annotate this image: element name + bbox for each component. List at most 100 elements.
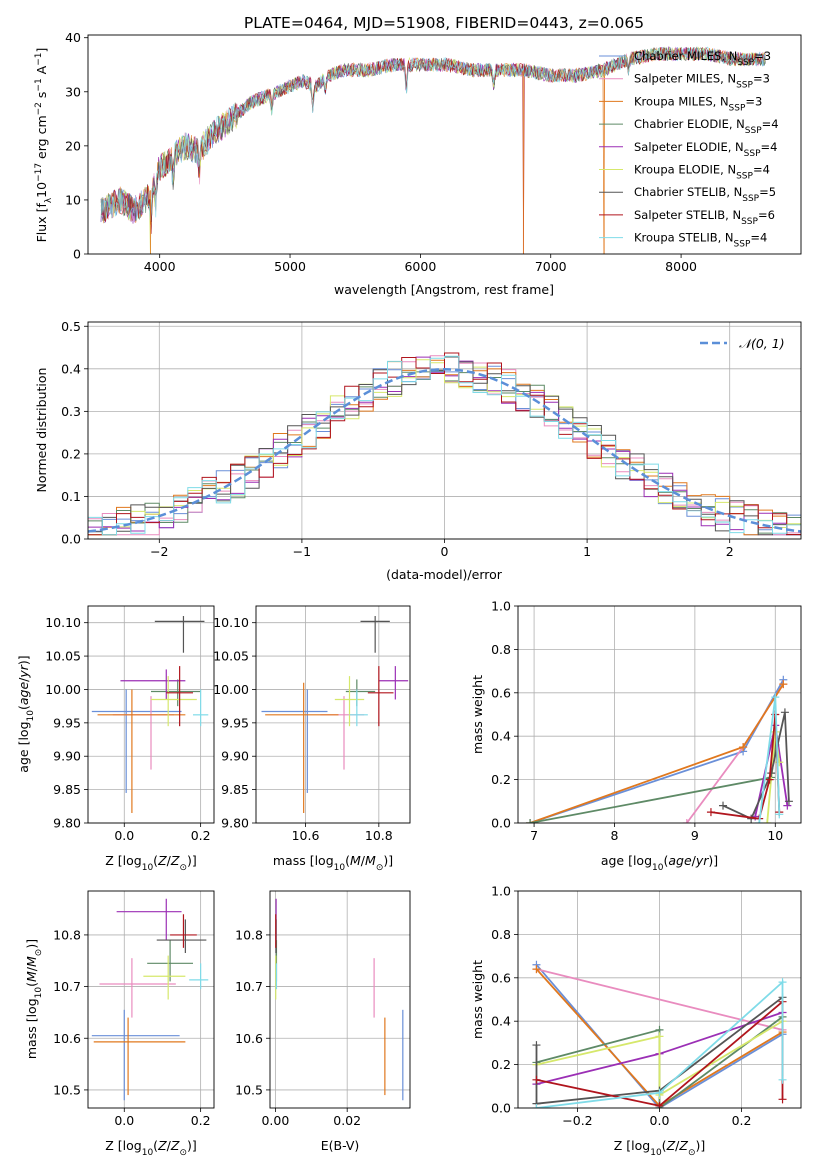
x-tick-label: 7000 xyxy=(535,259,567,274)
x-tick-label: 0.0 xyxy=(114,1113,134,1128)
series-line-kroupa_stelib xyxy=(536,980,784,1108)
marker-kroupa_stelib xyxy=(655,1088,664,1097)
x-tick-label: 0.02 xyxy=(333,1113,361,1128)
plot-area-weight_vs_age xyxy=(526,675,793,823)
marker-kroupa_elodie xyxy=(763,819,772,823)
y-tick-label: 1.0 xyxy=(491,599,511,614)
marker-kroupa_stelib xyxy=(755,819,764,823)
y-tick-label: 40 xyxy=(65,30,81,45)
marker-salpeter_stelib xyxy=(532,1075,541,1084)
y-tick-label: 9.80 xyxy=(221,816,249,831)
plot-area-age_vs_mass xyxy=(261,616,409,813)
y-tick-label: 0.2 xyxy=(491,772,511,787)
y-axis-label: mass weight xyxy=(470,675,485,754)
marker-salpeter_elodie xyxy=(783,801,792,810)
y-tick-label: 0.5 xyxy=(61,319,81,334)
x-tick-label: −0.2 xyxy=(562,1113,592,1128)
panel-weight_vs_age: 7 8 9 10 0.0 0.2 0.4 0.6 0.8 1.0 age [log10(age/yr… xyxy=(470,599,802,873)
y-tick-label: 9.95 xyxy=(221,715,249,730)
x-tick-label: 9 xyxy=(691,828,699,843)
series-line-chabrier_miles xyxy=(535,964,783,1108)
plot-area-age_vs_Z xyxy=(91,616,209,813)
y-tick-label: 0.0 xyxy=(491,816,511,831)
x-tick-label: 0.2 xyxy=(732,1113,752,1128)
panel-residuals: −2 −1 0 1 2 0.0 0.1 0.2 0.3 0.4 0.5 𝒩(0, 1) (data-mo… xyxy=(34,319,802,582)
spectrum-line-salpeter_stelib xyxy=(100,46,766,254)
marker-kroupa_stelib xyxy=(775,810,784,819)
y-tick-label: 9.85 xyxy=(221,782,249,797)
legend-label-kroupa_miles: Kroupa MILES, NSSP=3 xyxy=(634,94,762,113)
legend-label-salpeter_stelib: Salpeter STELIB, NSSP=6 xyxy=(634,208,775,227)
x-tick-label: 0.2 xyxy=(191,1113,211,1128)
legend-label-normal: 𝒩(0, 1) xyxy=(739,336,785,351)
y-tick-label: 10.7 xyxy=(235,979,263,994)
panel-mass_vs_Z: 0.0 0.2 10.5 10.6 10.7 10.8 Z [log10(Z/Z⊙)] mas… xyxy=(24,890,215,1158)
panel-age_vs_Z: 0.0 0.2 9.80 9.85 9.90 9.95 10.00 10.05 10.10 Z [… xyxy=(16,605,215,873)
y-tick-label: 0.2 xyxy=(61,446,81,461)
axes-frame xyxy=(87,890,215,1109)
plot-area-residuals xyxy=(88,352,801,536)
plot-area-spectrum xyxy=(100,46,766,254)
y-tick-label: 10.10 xyxy=(45,615,81,630)
marker-kroupa_stelib xyxy=(778,1075,787,1084)
marker-kroupa_miles xyxy=(779,680,788,689)
marker-salpeter_stelib xyxy=(706,808,715,817)
x-axis-label: Z [log10(Z/Z⊙)] xyxy=(105,853,197,873)
panel-mass_vs_ebv: 0.00 0.02 10.5 10.6 10.7 10.8 E(B-V) xyxy=(235,890,411,1153)
legend-label-chabrier_stelib: Chabrier STELIB, NSSP=5 xyxy=(634,185,776,204)
y-tick-label: 9.95 xyxy=(53,715,81,730)
x-tick-label: 0 xyxy=(441,544,449,559)
y-axis-label: mass weight xyxy=(470,960,485,1039)
y-axis-label: Flux [fλ10−17 erg cm−2 s−1 A−1] xyxy=(34,48,54,243)
axes-frame xyxy=(517,605,802,824)
marker-kroupa_stelib xyxy=(778,978,787,987)
y-tick-label: 0.6 xyxy=(491,970,511,985)
x-tick-label: 0.0 xyxy=(650,1113,670,1128)
y-tick-label: 9.90 xyxy=(53,749,81,764)
legend-label-chabrier_elodie: Chabrier ELODIE, NSSP=4 xyxy=(634,117,779,136)
axes-frame xyxy=(269,890,411,1109)
x-axis-label: (data-model)/error xyxy=(386,567,503,582)
y-tick-label: 10 xyxy=(65,192,81,207)
legend-label-salpeter_miles: Salpeter MILES, NSSP=3 xyxy=(634,72,770,91)
x-tick-label: 10 xyxy=(767,828,783,843)
marker-kroupa_elodie xyxy=(655,1032,664,1041)
legend-label-kroupa_stelib: Kroupa STELIB, NSSP=4 xyxy=(634,231,767,250)
y-tick-label: 0.6 xyxy=(491,685,511,700)
marker-kroupa_miles xyxy=(739,743,748,752)
x-axis-label: E(B-V) xyxy=(321,1138,360,1153)
y-tick-label: 0.0 xyxy=(61,532,81,547)
x-axis-label: Z [log10(Z/Z⊙)] xyxy=(105,1138,197,1158)
x-tick-label: 10.8 xyxy=(365,828,393,843)
marker-chabrier_elodie xyxy=(526,819,535,823)
x-tick-label: 4000 xyxy=(144,259,176,274)
y-tick-label: 10.7 xyxy=(53,979,81,994)
legend-label-salpeter_elodie: Salpeter ELODIE, NSSP=4 xyxy=(634,140,777,159)
panel-spectrum: 4000 5000 6000 7000 8000 0 10 20 30 40 Chabrier MI… xyxy=(34,30,802,297)
series-line-chabrier_stelib xyxy=(535,996,784,1105)
y-axis-label: Normed distribution xyxy=(34,368,49,493)
y-tick-label: 10.05 xyxy=(213,649,249,664)
y-tick-label: 10.8 xyxy=(235,927,263,942)
y-tick-label: 10.05 xyxy=(45,649,81,664)
y-tick-label: 10.5 xyxy=(53,1082,81,1097)
y-tick-label: 0.8 xyxy=(491,927,511,942)
plot-area-mass_vs_Z xyxy=(91,898,209,1101)
normal-curve xyxy=(88,368,801,533)
series-line-kroupa_miles xyxy=(529,683,785,823)
axes-frame xyxy=(87,605,215,824)
y-axis-label: mass [log10(M/M⊙)] xyxy=(24,939,44,1059)
marker-salpeter_stelib xyxy=(655,1101,664,1108)
y-axis-label: age [log10(age/yr)] xyxy=(16,655,36,772)
axes-frame xyxy=(517,890,802,1109)
y-tick-label: 10.10 xyxy=(213,615,249,630)
marker-chabrier_stelib xyxy=(784,797,793,806)
series-line-kroupa_elodie xyxy=(536,1020,783,1097)
histogram-kroupa_stelib xyxy=(88,355,801,536)
marker-salpeter_stelib xyxy=(765,775,774,784)
x-axis-label: age [log10(age/yr)] xyxy=(601,853,718,873)
x-tick-label: 7 xyxy=(530,828,538,843)
y-tick-label: 9.80 xyxy=(53,816,81,831)
x-tick-label: 0.0 xyxy=(114,828,134,843)
marker-chabrier_stelib xyxy=(532,1041,541,1050)
